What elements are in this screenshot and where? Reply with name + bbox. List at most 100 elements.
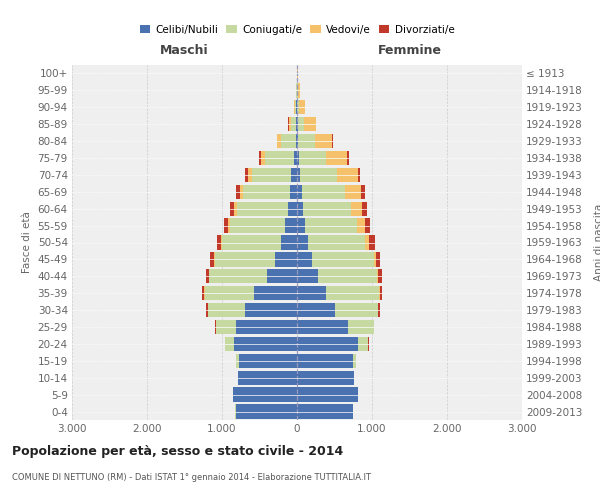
- Bar: [297, 320, 348, 334]
- Bar: [365, 236, 369, 250]
- Bar: [369, 236, 374, 250]
- Bar: [230, 202, 234, 216]
- Y-axis label: Fasce di età: Fasce di età: [22, 212, 32, 274]
- Bar: [248, 168, 251, 182]
- Bar: [228, 218, 230, 233]
- Bar: [294, 100, 295, 114]
- Bar: [239, 354, 297, 368]
- Bar: [297, 269, 318, 283]
- Bar: [297, 336, 358, 351]
- Bar: [297, 303, 335, 318]
- Bar: [235, 404, 297, 418]
- Text: Popolazione per età, sesso e stato civile - 2014: Popolazione per età, sesso e stato civil…: [12, 445, 343, 458]
- Bar: [221, 236, 222, 250]
- Bar: [376, 252, 380, 266]
- Bar: [296, 134, 297, 148]
- Bar: [297, 236, 308, 250]
- Bar: [265, 151, 293, 165]
- Bar: [297, 286, 325, 300]
- Text: COMUNE DI NETTUNO (RM) - Dati ISTAT 1° gennaio 2014 - Elaborazione TUTTITALIA.IT: COMUNE DI NETTUNO (RM) - Dati ISTAT 1° g…: [12, 473, 371, 482]
- Bar: [358, 168, 361, 182]
- Bar: [318, 269, 377, 283]
- Bar: [357, 218, 365, 233]
- Bar: [234, 202, 237, 216]
- Bar: [245, 168, 248, 182]
- Bar: [202, 286, 205, 300]
- Bar: [245, 303, 297, 318]
- Bar: [297, 168, 301, 182]
- Bar: [296, 117, 297, 132]
- Bar: [292, 168, 297, 182]
- Bar: [297, 151, 299, 165]
- Bar: [230, 218, 286, 233]
- Bar: [358, 336, 368, 351]
- Bar: [244, 184, 290, 199]
- Bar: [377, 269, 379, 283]
- Bar: [260, 151, 265, 165]
- Bar: [297, 134, 298, 148]
- Bar: [295, 100, 296, 114]
- Bar: [308, 236, 365, 250]
- Bar: [297, 354, 353, 368]
- Bar: [362, 202, 367, 216]
- Bar: [304, 117, 316, 132]
- Bar: [286, 218, 297, 233]
- Bar: [289, 117, 290, 132]
- Bar: [347, 151, 349, 165]
- Bar: [217, 236, 221, 250]
- Bar: [233, 388, 297, 402]
- Bar: [251, 168, 292, 182]
- Bar: [236, 320, 297, 334]
- Bar: [361, 184, 365, 199]
- Bar: [297, 218, 305, 233]
- Bar: [380, 286, 382, 300]
- Bar: [351, 202, 362, 216]
- Bar: [288, 202, 297, 216]
- Bar: [365, 218, 370, 233]
- Bar: [298, 83, 300, 98]
- Bar: [299, 151, 325, 165]
- Bar: [297, 252, 312, 266]
- Bar: [337, 168, 358, 182]
- Legend: Celibi/Nubili, Coniugati/e, Vedovi/e, Divorziati/e: Celibi/Nubili, Coniugati/e, Vedovi/e, Di…: [136, 20, 458, 39]
- Bar: [209, 269, 267, 283]
- Bar: [373, 252, 376, 266]
- Bar: [293, 151, 297, 165]
- Bar: [299, 100, 305, 114]
- Bar: [348, 320, 373, 334]
- Bar: [267, 269, 297, 283]
- Bar: [225, 336, 234, 351]
- Bar: [215, 252, 275, 266]
- Bar: [210, 252, 214, 266]
- Bar: [325, 286, 379, 300]
- Bar: [345, 184, 361, 199]
- Bar: [297, 117, 298, 132]
- Bar: [298, 100, 299, 114]
- Bar: [281, 134, 296, 148]
- Bar: [206, 303, 208, 318]
- Bar: [353, 354, 356, 368]
- Bar: [297, 184, 302, 199]
- Bar: [297, 202, 303, 216]
- Bar: [379, 269, 382, 283]
- Bar: [379, 303, 380, 318]
- Bar: [234, 336, 297, 351]
- Bar: [325, 151, 347, 165]
- Bar: [236, 184, 239, 199]
- Bar: [222, 236, 281, 250]
- Bar: [297, 404, 353, 418]
- Bar: [301, 168, 337, 182]
- Bar: [237, 202, 288, 216]
- Bar: [298, 134, 314, 148]
- Bar: [314, 134, 332, 148]
- Bar: [254, 286, 297, 300]
- Bar: [297, 388, 358, 402]
- Bar: [223, 218, 228, 233]
- Bar: [208, 303, 245, 318]
- Bar: [236, 354, 239, 368]
- Text: Femmine: Femmine: [377, 44, 442, 58]
- Bar: [305, 218, 357, 233]
- Bar: [290, 184, 297, 199]
- Bar: [379, 286, 380, 300]
- Bar: [214, 252, 215, 266]
